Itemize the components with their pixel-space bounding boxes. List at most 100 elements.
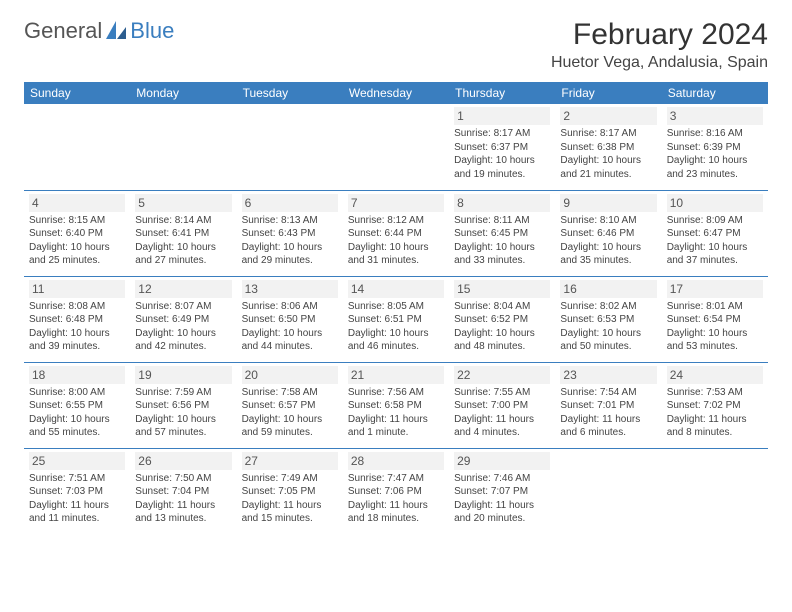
daylight-text: Daylight: 11 hours and 13 minutes. xyxy=(135,499,231,526)
sunset-text: Sunset: 7:05 PM xyxy=(242,485,338,499)
day-number: 7 xyxy=(348,194,444,212)
calendar-week-row: 1Sunrise: 8:17 AMSunset: 6:37 PMDaylight… xyxy=(24,104,768,190)
calendar-day-cell: 6Sunrise: 8:13 AMSunset: 6:43 PMDaylight… xyxy=(237,190,343,276)
sunrise-text: Sunrise: 7:49 AM xyxy=(242,472,338,486)
sunrise-text: Sunrise: 8:04 AM xyxy=(454,300,550,314)
daylight-text: Daylight: 10 hours and 57 minutes. xyxy=(135,413,231,440)
sunrise-text: Sunrise: 8:07 AM xyxy=(135,300,231,314)
day-number: 2 xyxy=(560,107,656,125)
sunrise-text: Sunrise: 7:58 AM xyxy=(242,386,338,400)
day-number: 1 xyxy=(454,107,550,125)
day-number: 23 xyxy=(560,366,656,384)
calendar-day-cell: 8Sunrise: 8:11 AMSunset: 6:45 PMDaylight… xyxy=(449,190,555,276)
day-number: 10 xyxy=(667,194,763,212)
daylight-text: Daylight: 10 hours and 29 minutes. xyxy=(242,241,338,268)
day-number: 26 xyxy=(135,452,231,470)
calendar-day-cell: 12Sunrise: 8:07 AMSunset: 6:49 PMDayligh… xyxy=(130,276,236,362)
header: General Blue February 2024 Huetor Vega, … xyxy=(24,18,768,72)
weekday-header-row: Sunday Monday Tuesday Wednesday Thursday… xyxy=(24,82,768,104)
calendar-day-cell: 22Sunrise: 7:55 AMSunset: 7:00 PMDayligh… xyxy=(449,362,555,448)
sunrise-text: Sunrise: 8:14 AM xyxy=(135,214,231,228)
calendar-day-cell xyxy=(555,448,661,534)
sunset-text: Sunset: 7:02 PM xyxy=(667,399,763,413)
calendar-day-cell xyxy=(662,448,768,534)
daylight-text: Daylight: 10 hours and 39 minutes. xyxy=(29,327,125,354)
logo-text-blue: Blue xyxy=(130,18,174,44)
calendar-day-cell: 18Sunrise: 8:00 AMSunset: 6:55 PMDayligh… xyxy=(24,362,130,448)
sunset-text: Sunset: 7:01 PM xyxy=(560,399,656,413)
calendar-day-cell: 17Sunrise: 8:01 AMSunset: 6:54 PMDayligh… xyxy=(662,276,768,362)
sunset-text: Sunset: 6:54 PM xyxy=(667,313,763,327)
calendar-day-cell: 20Sunrise: 7:58 AMSunset: 6:57 PMDayligh… xyxy=(237,362,343,448)
weekday-header: Monday xyxy=(130,82,236,104)
day-number: 22 xyxy=(454,366,550,384)
day-number: 19 xyxy=(135,366,231,384)
calendar-day-cell: 19Sunrise: 7:59 AMSunset: 6:56 PMDayligh… xyxy=(130,362,236,448)
calendar-day-cell: 9Sunrise: 8:10 AMSunset: 6:46 PMDaylight… xyxy=(555,190,661,276)
calendar-day-cell: 28Sunrise: 7:47 AMSunset: 7:06 PMDayligh… xyxy=(343,448,449,534)
daylight-text: Daylight: 10 hours and 48 minutes. xyxy=(454,327,550,354)
weekday-header: Wednesday xyxy=(343,82,449,104)
sunset-text: Sunset: 6:39 PM xyxy=(667,141,763,155)
calendar-week-row: 25Sunrise: 7:51 AMSunset: 7:03 PMDayligh… xyxy=(24,448,768,534)
sunrise-text: Sunrise: 8:16 AM xyxy=(667,127,763,141)
sunset-text: Sunset: 6:38 PM xyxy=(560,141,656,155)
sunset-text: Sunset: 7:07 PM xyxy=(454,485,550,499)
sunset-text: Sunset: 6:57 PM xyxy=(242,399,338,413)
calendar-day-cell xyxy=(24,104,130,190)
calendar-table: Sunday Monday Tuesday Wednesday Thursday… xyxy=(24,82,768,534)
sunrise-text: Sunrise: 7:50 AM xyxy=(135,472,231,486)
daylight-text: Daylight: 10 hours and 42 minutes. xyxy=(135,327,231,354)
day-number: 20 xyxy=(242,366,338,384)
daylight-text: Daylight: 10 hours and 44 minutes. xyxy=(242,327,338,354)
sunset-text: Sunset: 6:55 PM xyxy=(29,399,125,413)
calendar-day-cell xyxy=(343,104,449,190)
calendar-day-cell: 1Sunrise: 8:17 AMSunset: 6:37 PMDaylight… xyxy=(449,104,555,190)
sunset-text: Sunset: 6:48 PM xyxy=(29,313,125,327)
sunrise-text: Sunrise: 8:17 AM xyxy=(560,127,656,141)
calendar-day-cell: 21Sunrise: 7:56 AMSunset: 6:58 PMDayligh… xyxy=(343,362,449,448)
sunrise-text: Sunrise: 8:11 AM xyxy=(454,214,550,228)
sunrise-text: Sunrise: 8:05 AM xyxy=(348,300,444,314)
calendar-week-row: 18Sunrise: 8:00 AMSunset: 6:55 PMDayligh… xyxy=(24,362,768,448)
daylight-text: Daylight: 11 hours and 15 minutes. xyxy=(242,499,338,526)
daylight-text: Daylight: 10 hours and 25 minutes. xyxy=(29,241,125,268)
daylight-text: Daylight: 10 hours and 37 minutes. xyxy=(667,241,763,268)
day-number: 6 xyxy=(242,194,338,212)
calendar-day-cell: 2Sunrise: 8:17 AMSunset: 6:38 PMDaylight… xyxy=(555,104,661,190)
daylight-text: Daylight: 10 hours and 35 minutes. xyxy=(560,241,656,268)
daylight-text: Daylight: 11 hours and 20 minutes. xyxy=(454,499,550,526)
sunset-text: Sunset: 6:47 PM xyxy=(667,227,763,241)
calendar-day-cell: 15Sunrise: 8:04 AMSunset: 6:52 PMDayligh… xyxy=(449,276,555,362)
weekday-header: Friday xyxy=(555,82,661,104)
sunset-text: Sunset: 6:56 PM xyxy=(135,399,231,413)
day-number: 13 xyxy=(242,280,338,298)
title-block: February 2024 Huetor Vega, Andalusia, Sp… xyxy=(551,18,768,72)
sunset-text: Sunset: 7:03 PM xyxy=(29,485,125,499)
day-number: 18 xyxy=(29,366,125,384)
sunrise-text: Sunrise: 7:56 AM xyxy=(348,386,444,400)
day-number: 29 xyxy=(454,452,550,470)
day-number: 25 xyxy=(29,452,125,470)
sunset-text: Sunset: 7:00 PM xyxy=(454,399,550,413)
calendar-day-cell xyxy=(130,104,236,190)
sunrise-text: Sunrise: 8:01 AM xyxy=(667,300,763,314)
calendar-day-cell: 13Sunrise: 8:06 AMSunset: 6:50 PMDayligh… xyxy=(237,276,343,362)
day-number: 12 xyxy=(135,280,231,298)
day-number: 21 xyxy=(348,366,444,384)
calendar-day-cell: 4Sunrise: 8:15 AMSunset: 6:40 PMDaylight… xyxy=(24,190,130,276)
calendar-week-row: 11Sunrise: 8:08 AMSunset: 6:48 PMDayligh… xyxy=(24,276,768,362)
sunset-text: Sunset: 6:41 PM xyxy=(135,227,231,241)
daylight-text: Daylight: 11 hours and 8 minutes. xyxy=(667,413,763,440)
sunset-text: Sunset: 6:53 PM xyxy=(560,313,656,327)
sunrise-text: Sunrise: 8:08 AM xyxy=(29,300,125,314)
sunset-text: Sunset: 6:50 PM xyxy=(242,313,338,327)
sunset-text: Sunset: 6:52 PM xyxy=(454,313,550,327)
sunrise-text: Sunrise: 8:15 AM xyxy=(29,214,125,228)
daylight-text: Daylight: 10 hours and 27 minutes. xyxy=(135,241,231,268)
day-number: 4 xyxy=(29,194,125,212)
day-number: 5 xyxy=(135,194,231,212)
daylight-text: Daylight: 10 hours and 33 minutes. xyxy=(454,241,550,268)
calendar-day-cell: 11Sunrise: 8:08 AMSunset: 6:48 PMDayligh… xyxy=(24,276,130,362)
daylight-text: Daylight: 11 hours and 6 minutes. xyxy=(560,413,656,440)
